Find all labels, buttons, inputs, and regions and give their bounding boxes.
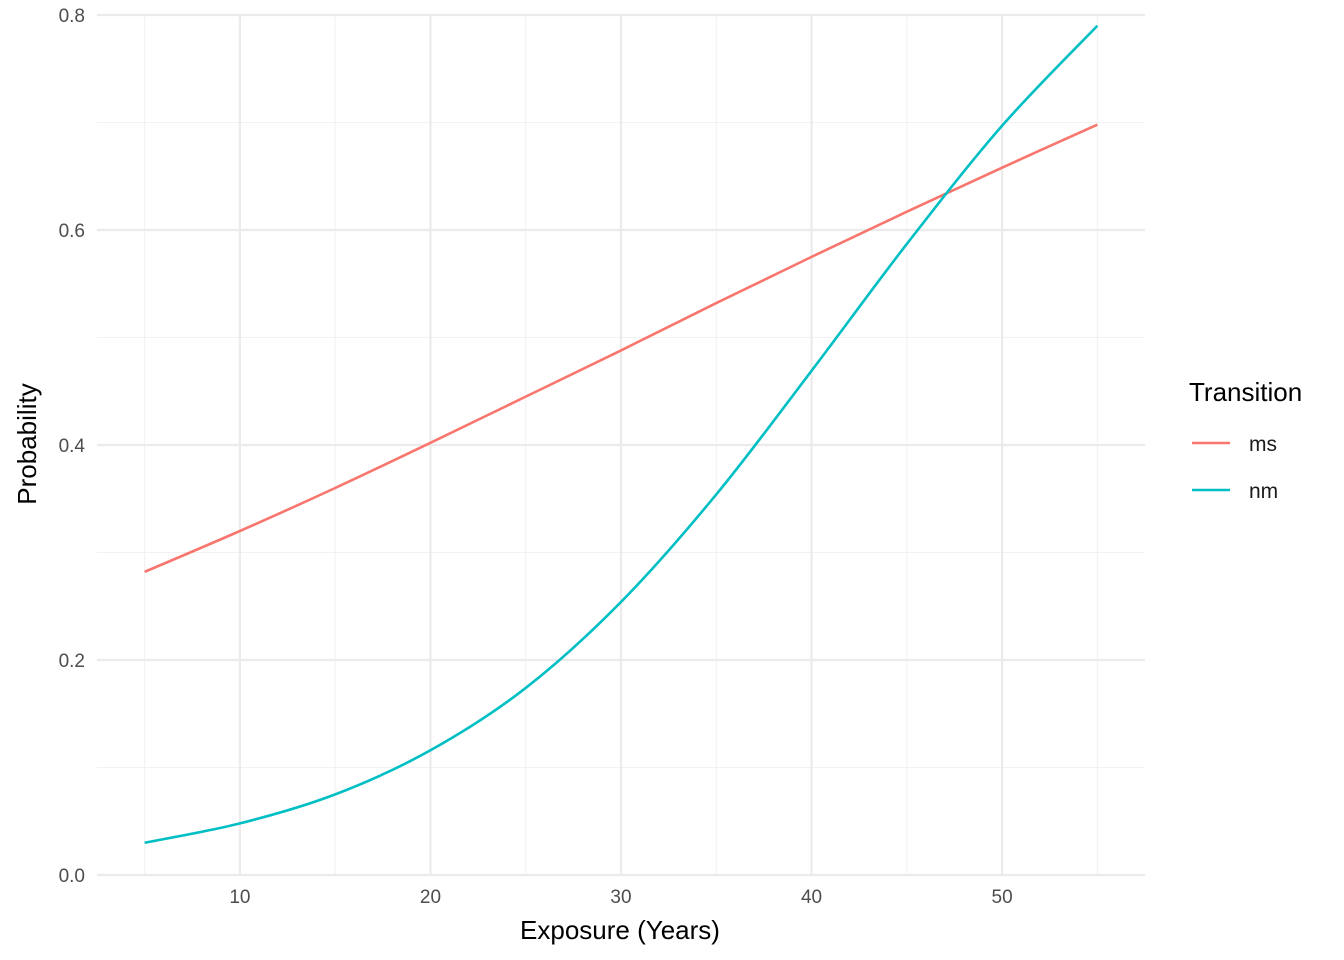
x-tick-label: 30	[610, 887, 631, 908]
x-tick-label: 50	[992, 887, 1013, 908]
x-axis-title: Exposure (Years)	[520, 915, 720, 945]
series-lines	[144, 24, 1099, 845]
x-tick-label: 10	[229, 887, 250, 908]
legend: Transition ms nm	[1189, 377, 1302, 503]
legend-title: Transition	[1189, 377, 1302, 407]
legend-items: ms nm	[1192, 433, 1278, 503]
series-line-ms	[144, 123, 1098, 574]
y-tick-label: 0.2	[59, 651, 85, 672]
y-tick-label: 0.8	[59, 6, 85, 27]
y-tick-label: 0.6	[59, 221, 85, 242]
legend-label-ms: ms	[1249, 433, 1277, 456]
series-line-nm	[144, 24, 1099, 845]
x-tick-label: 40	[801, 887, 822, 908]
grid	[97, 13, 1145, 877]
y-tick-label: 0.0	[59, 866, 85, 887]
legend-label-nm: nm	[1249, 480, 1278, 503]
x-tick-label: 20	[420, 887, 441, 908]
y-tick-label: 0.4	[59, 436, 86, 457]
y-axis-title: Probability	[12, 383, 42, 504]
tick-labels: 0.0 0.2 0.4 0.6 0.8 10 20 30 40 50	[59, 6, 1013, 908]
